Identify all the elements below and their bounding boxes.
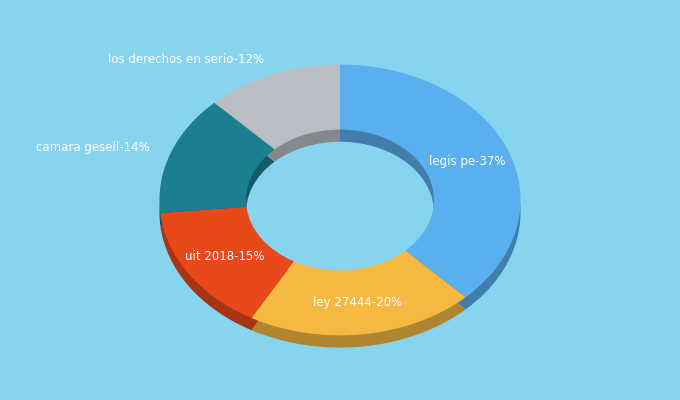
Text: uit 2018-15%: uit 2018-15% <box>185 250 265 263</box>
Wedge shape <box>252 263 466 348</box>
Wedge shape <box>340 64 521 297</box>
Wedge shape <box>160 219 294 330</box>
Wedge shape <box>214 64 340 150</box>
Wedge shape <box>214 77 340 162</box>
Text: legis pe-37%: legis pe-37% <box>429 155 505 168</box>
Text: ley 27444-20%: ley 27444-20% <box>313 296 402 308</box>
Text: camara gesell-14%: camara gesell-14% <box>37 141 150 154</box>
Wedge shape <box>340 77 521 310</box>
Wedge shape <box>159 103 275 213</box>
Wedge shape <box>159 115 275 225</box>
Wedge shape <box>252 250 466 336</box>
Text: los derechos en serio-12%: los derechos en serio-12% <box>108 53 264 66</box>
Wedge shape <box>160 207 294 318</box>
